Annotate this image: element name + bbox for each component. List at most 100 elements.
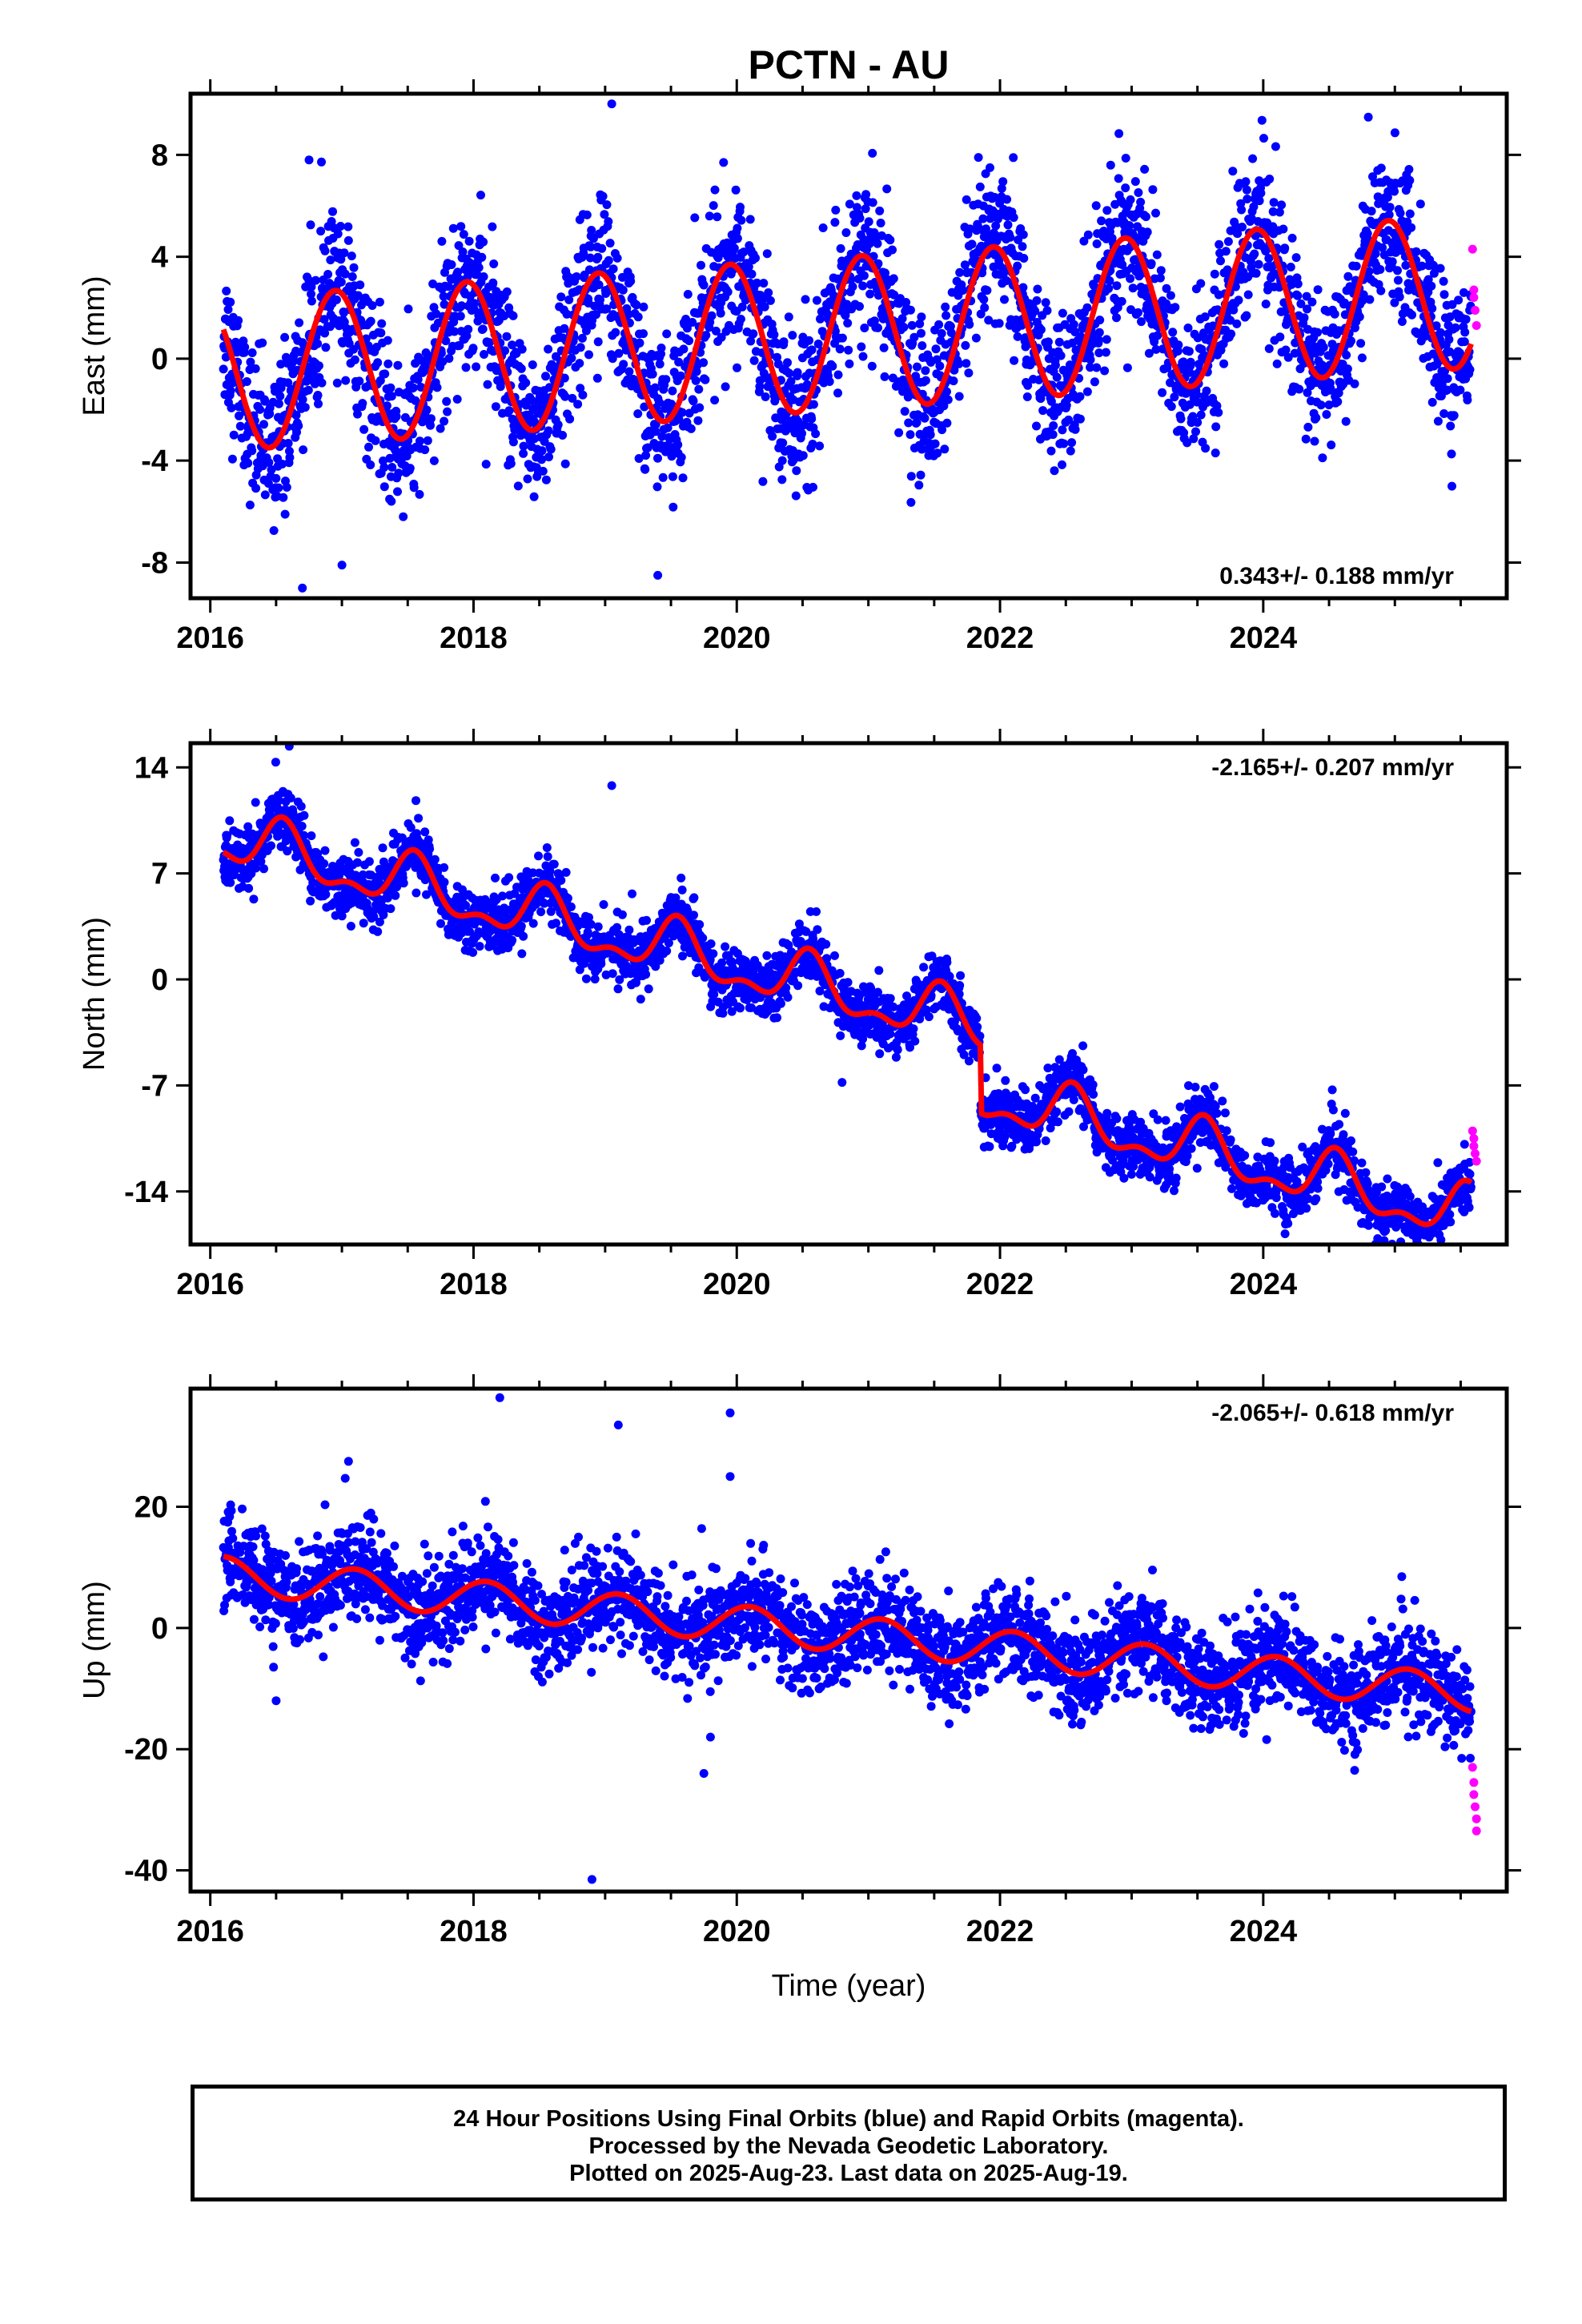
final-orbit-point bbox=[1411, 247, 1421, 256]
final-orbit-point bbox=[677, 408, 687, 417]
final-orbit-point bbox=[599, 900, 608, 909]
final-orbit-point bbox=[975, 182, 985, 191]
final-orbit-point bbox=[1215, 239, 1224, 249]
final-orbit-point bbox=[719, 158, 729, 167]
final-orbit-point bbox=[313, 391, 323, 400]
final-orbit-point bbox=[307, 831, 316, 841]
final-orbit-point bbox=[942, 311, 951, 320]
final-orbit-point bbox=[662, 329, 672, 339]
final-orbit-point bbox=[1330, 309, 1339, 319]
final-orbit-point bbox=[954, 392, 964, 401]
final-orbit-point bbox=[1307, 297, 1317, 307]
final-orbit-point bbox=[686, 424, 696, 433]
final-orbit-point bbox=[1439, 276, 1448, 286]
final-orbit-point bbox=[311, 275, 320, 285]
final-orbit-point bbox=[777, 456, 787, 465]
final-orbit-point bbox=[1094, 336, 1103, 345]
final-orbit-point bbox=[855, 213, 865, 223]
final-orbit-point bbox=[1223, 237, 1233, 247]
final-orbit-point bbox=[359, 919, 368, 928]
final-orbit-point bbox=[1082, 387, 1092, 396]
final-orbit-point bbox=[934, 320, 944, 329]
final-orbit-point bbox=[373, 927, 383, 936]
final-orbit-point bbox=[717, 958, 727, 967]
final-orbit-point bbox=[1046, 446, 1056, 456]
final-orbit-point bbox=[1454, 296, 1464, 305]
final-orbit-point bbox=[333, 229, 343, 239]
final-orbit-point bbox=[809, 482, 817, 492]
final-orbit-point bbox=[1269, 198, 1279, 207]
final-orbit-point bbox=[653, 453, 662, 463]
final-orbit-point bbox=[683, 290, 693, 299]
final-orbit-point bbox=[502, 332, 512, 341]
final-orbit-point bbox=[617, 910, 627, 919]
final-orbit-point bbox=[1121, 183, 1130, 193]
final-orbit-point bbox=[1075, 414, 1085, 424]
final-orbit-point bbox=[1112, 313, 1121, 323]
final-orbit-point bbox=[894, 428, 904, 437]
final-orbit-point bbox=[701, 375, 710, 384]
final-orbit-point bbox=[321, 343, 331, 352]
final-orbit-point bbox=[648, 369, 657, 379]
final-orbit-point bbox=[469, 299, 479, 308]
final-orbit-point bbox=[841, 228, 851, 237]
final-orbit-point bbox=[733, 223, 742, 233]
final-orbit-point bbox=[602, 304, 612, 314]
final-orbit-point bbox=[1456, 385, 1465, 395]
final-orbit-point bbox=[560, 324, 569, 333]
final-orbit-point bbox=[1112, 281, 1122, 291]
final-orbit-point bbox=[1221, 247, 1231, 256]
final-orbit-point bbox=[640, 402, 649, 412]
final-orbit-point bbox=[669, 502, 678, 512]
final-orbit-point bbox=[710, 396, 720, 405]
final-orbit-point bbox=[971, 333, 981, 343]
final-orbit-point bbox=[1090, 377, 1099, 387]
final-orbit-point bbox=[383, 336, 392, 345]
final-orbit-point bbox=[299, 810, 309, 820]
final-orbit-point bbox=[393, 360, 403, 370]
final-orbit-point bbox=[523, 474, 532, 484]
final-orbit-point bbox=[658, 472, 668, 482]
final-orbit-point bbox=[440, 862, 449, 872]
final-orbit-point bbox=[1433, 416, 1443, 426]
final-orbit-point bbox=[836, 243, 845, 253]
final-orbit-point bbox=[1351, 261, 1361, 271]
final-orbit-point bbox=[448, 223, 458, 233]
final-orbit-point bbox=[736, 1003, 745, 1013]
final-orbit-point bbox=[1151, 208, 1160, 218]
final-orbit-point bbox=[695, 920, 705, 929]
final-orbit-point bbox=[668, 472, 677, 481]
final-orbit-point bbox=[1460, 328, 1470, 337]
final-orbit-point bbox=[1316, 400, 1326, 410]
final-orbit-point bbox=[584, 350, 593, 360]
final-orbit-point bbox=[541, 372, 550, 381]
final-orbit-point bbox=[519, 441, 528, 451]
final-orbit-point bbox=[769, 330, 779, 340]
final-orbit-point bbox=[624, 925, 634, 935]
final-orbit-point bbox=[440, 416, 449, 426]
final-orbit-point bbox=[1010, 356, 1019, 365]
final-orbit-point bbox=[259, 420, 268, 429]
final-orbit-point bbox=[464, 236, 474, 246]
final-orbit-point bbox=[736, 203, 745, 212]
final-orbit-point bbox=[1319, 343, 1328, 352]
final-orbit-point bbox=[1427, 304, 1437, 313]
final-orbit-point bbox=[706, 939, 716, 948]
final-orbit-point bbox=[500, 346, 510, 356]
final-orbit-point bbox=[549, 859, 559, 869]
final-orbit-point bbox=[283, 378, 293, 388]
final-orbit-point bbox=[307, 282, 316, 292]
final-orbit-point bbox=[848, 282, 857, 292]
final-orbit-point bbox=[508, 437, 518, 447]
final-orbit-point bbox=[858, 281, 868, 291]
final-orbit-point bbox=[536, 907, 546, 917]
final-orbit-point bbox=[367, 301, 377, 310]
final-orbit-point bbox=[785, 368, 794, 378]
final-orbit-point bbox=[1114, 129, 1124, 139]
final-orbit-point bbox=[604, 255, 613, 265]
final-orbit-point bbox=[1121, 154, 1130, 163]
final-orbit-point bbox=[1347, 336, 1355, 346]
final-orbit-point bbox=[260, 396, 270, 406]
final-orbit-point bbox=[905, 305, 915, 315]
final-orbit-point bbox=[689, 911, 698, 920]
